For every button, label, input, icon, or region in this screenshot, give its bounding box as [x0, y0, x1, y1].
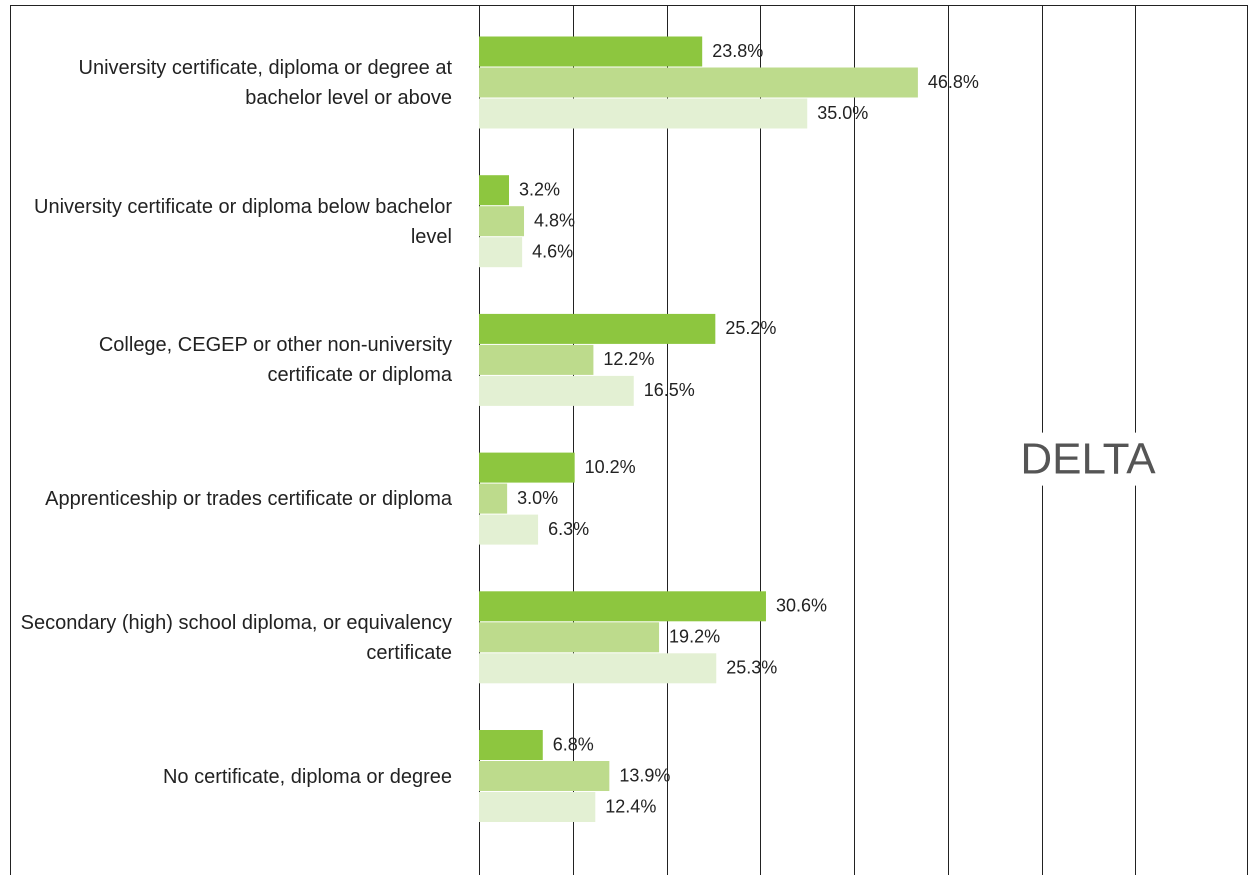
- category-label: Secondary (high) school diploma, or equi…: [20, 611, 452, 664]
- value-label: 3.2%: [519, 179, 560, 199]
- value-label: 16.5%: [644, 380, 695, 400]
- bar: [479, 622, 660, 653]
- bar: [479, 313, 716, 344]
- value-label: 23.8%: [712, 41, 763, 61]
- bar: [479, 375, 634, 406]
- bar: [479, 653, 717, 684]
- value-label: 30.6%: [776, 596, 827, 616]
- category-label: College, CEGEP or other non-university c…: [98, 334, 452, 387]
- bar: [479, 483, 508, 514]
- category-label: University certificate or diploma below …: [34, 195, 452, 248]
- bar: [479, 792, 596, 822]
- value-label: 35.0%: [817, 103, 868, 123]
- value-label: 6.8%: [553, 734, 594, 754]
- category-label: No certificate, diploma or degree: [162, 765, 452, 788]
- bar: [479, 206, 525, 237]
- bar: [479, 344, 594, 375]
- value-label: 12.2%: [603, 349, 654, 369]
- value-label: 12.4%: [605, 796, 656, 816]
- bar: [479, 761, 610, 791]
- value-label: 4.8%: [534, 210, 575, 230]
- bar: [479, 237, 523, 268]
- bar: [479, 175, 510, 206]
- bar: [479, 67, 918, 98]
- category-label: Apprenticeship or trades certificate or …: [45, 488, 452, 511]
- watermark-background: [1016, 432, 1161, 486]
- value-label: 10.2%: [585, 457, 636, 477]
- frame: [10, 5, 1248, 875]
- bar: [479, 36, 703, 67]
- bar: [479, 591, 766, 622]
- value-label: 19.2%: [669, 627, 720, 647]
- value-label: 3.0%: [517, 488, 558, 508]
- value-label: 25.2%: [725, 318, 776, 338]
- bar: [479, 730, 543, 760]
- watermark: DELTA: [1020, 435, 1156, 484]
- value-label: 46.8%: [928, 72, 979, 92]
- value-label: 25.3%: [726, 658, 777, 678]
- bar: [479, 514, 539, 545]
- category-label: University certificate, diploma or degre…: [78, 57, 453, 109]
- value-label: 4.6%: [532, 241, 573, 261]
- value-label: 13.9%: [619, 765, 670, 785]
- value-label: 6.3%: [548, 519, 589, 539]
- bar: [479, 452, 575, 483]
- bar: [479, 98, 808, 129]
